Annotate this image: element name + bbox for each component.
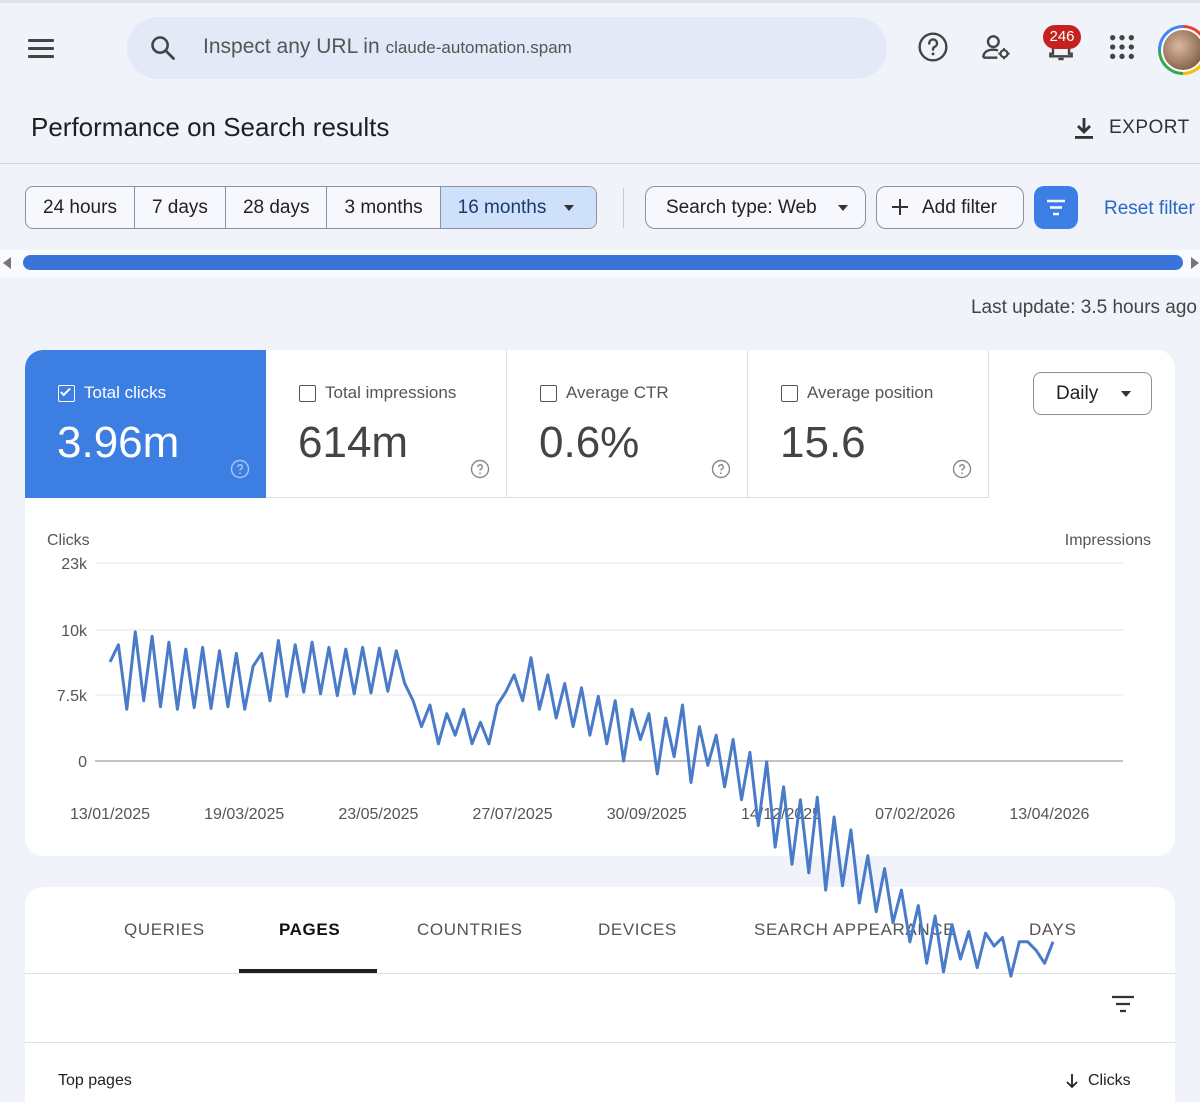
clicks-column-header[interactable]: Clicks — [1065, 1072, 1131, 1090]
add-filter-button[interactable]: Add filter — [876, 186, 1024, 229]
export-button[interactable]: EXPORT — [1073, 114, 1190, 142]
clicks-column-label: Clicks — [1088, 1072, 1131, 1089]
help-icon[interactable] — [952, 459, 972, 479]
range-3-months[interactable]: 3 months — [327, 187, 441, 228]
progress-bar — [23, 255, 1183, 270]
chevron-down-icon — [564, 205, 575, 211]
scroll-left-arrow[interactable] — [3, 257, 11, 269]
download-icon — [1075, 118, 1093, 139]
tab-days[interactable]: DAYS — [1029, 920, 1077, 939]
granularity-label: Daily — [1056, 383, 1099, 404]
checkbox-icon[interactable] — [299, 384, 316, 402]
scroll-right-arrow[interactable] — [1191, 257, 1199, 269]
filter-toggle-button[interactable] — [1034, 186, 1078, 229]
metric-average-ctr[interactable]: Average CTR 0.6% — [507, 350, 748, 498]
metric-value: 614m — [298, 418, 409, 467]
dimensions-card: QUERIES PAGES COUNTRIES DEVICES SEARCH A… — [25, 887, 1175, 1102]
menu-icon[interactable] — [28, 39, 54, 59]
range-28-days[interactable]: 28 days — [226, 187, 328, 228]
metric-label: Average CTR — [566, 383, 669, 402]
checkbox-icon[interactable] — [540, 384, 557, 402]
filter-separator — [623, 188, 624, 228]
top-bar: Inspect any URL in claude-automation.spam… — [0, 0, 1200, 92]
help-icon[interactable] — [917, 31, 949, 63]
metric-total-clicks[interactable]: Total clicks 3.96m — [25, 350, 266, 498]
tab-devices[interactable]: DEVICES — [598, 920, 677, 939]
help-icon[interactable] — [230, 459, 250, 479]
help-icon[interactable] — [470, 459, 490, 479]
metric-value: 15.6 — [780, 418, 866, 467]
search-type-label: Search type: Web — [666, 197, 817, 218]
header-divider — [0, 163, 1200, 164]
tab-countries[interactable]: COUNTRIES — [417, 920, 523, 939]
tab-queries[interactable]: QUERIES — [124, 920, 205, 939]
metric-label: Total impressions — [325, 383, 457, 402]
url-inspection-search[interactable]: Inspect any URL in claude-automation.spam — [127, 17, 887, 79]
avatar-image — [1161, 28, 1200, 72]
last-update-text: Last update: 3.5 hours ago — [970, 297, 1197, 318]
checkbox-icon[interactable] — [781, 384, 798, 402]
granularity-dropdown[interactable]: Daily — [1033, 372, 1152, 415]
plus-icon — [892, 199, 908, 215]
table-filter-icon[interactable] — [1111, 995, 1135, 1013]
reset-filter-link[interactable]: Reset filter — [1104, 198, 1195, 219]
checkbox-checked-icon[interactable] — [58, 384, 75, 402]
search-input[interactable]: Inspect any URL in claude-automation.spam — [203, 35, 572, 58]
table-title: Top pages — [58, 1072, 132, 1089]
notification-badge[interactable]: 246 — [1043, 25, 1081, 49]
metric-total-impressions[interactable]: Total impressions 614m — [266, 350, 507, 498]
date-range-selector: 24 hours 7 days 28 days 3 months 16 mont… — [25, 186, 598, 229]
page-title: Performance on Search results — [31, 112, 390, 142]
range-16-months[interactable]: 16 months — [440, 187, 597, 228]
filter-list-icon — [1047, 199, 1065, 216]
people-settings-icon[interactable] — [980, 31, 1012, 63]
tabs-divider — [25, 973, 1175, 974]
help-icon[interactable] — [711, 459, 731, 479]
chevron-down-icon — [838, 205, 848, 211]
export-label: EXPORT — [1109, 117, 1190, 138]
range-24-hours[interactable]: 24 hours — [26, 187, 135, 228]
avatar[interactable] — [1158, 25, 1200, 75]
metric-label: Total clicks — [84, 383, 167, 402]
performance-card: Total clicks 3.96m Total impressions 614… — [25, 350, 1175, 856]
range-7-days[interactable]: 7 days — [135, 187, 226, 228]
metric-average-position[interactable]: Average position 15.6 — [748, 350, 989, 498]
tab-search-appearance[interactable]: SEARCH APPEARANCE — [754, 920, 956, 939]
search-icon — [151, 36, 175, 60]
add-filter-label: Add filter — [922, 197, 997, 218]
arrow-down-icon — [1066, 1074, 1078, 1089]
chevron-down-icon — [1121, 391, 1131, 397]
table-header-divider — [25, 1042, 1175, 1043]
property-domain: claude-automation.spam — [385, 38, 572, 57]
metric-label: Average position — [807, 383, 934, 402]
search-type-dropdown[interactable]: Search type: Web — [645, 186, 866, 229]
metric-value: 3.96m — [57, 418, 180, 467]
range-16-months-label: 16 months — [457, 197, 547, 218]
tab-pages[interactable]: PAGES — [279, 920, 341, 939]
apps-grid-icon[interactable] — [1106, 31, 1138, 63]
metric-value: 0.6% — [539, 418, 640, 467]
